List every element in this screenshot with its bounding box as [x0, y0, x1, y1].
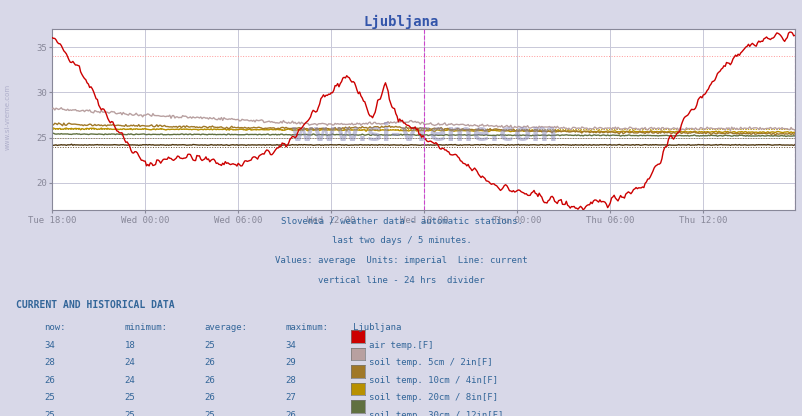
Text: 28: 28 [44, 358, 55, 367]
Text: 34: 34 [44, 341, 55, 350]
Text: 25: 25 [44, 393, 55, 402]
Text: 26: 26 [205, 376, 215, 385]
Text: 26: 26 [285, 411, 295, 416]
Text: 27: 27 [285, 393, 295, 402]
Text: maximum:: maximum: [285, 323, 328, 332]
Text: Ljubljana: Ljubljana [363, 15, 439, 29]
Text: 26: 26 [205, 393, 215, 402]
Text: 28: 28 [285, 376, 295, 385]
Text: 24: 24 [124, 358, 135, 367]
Text: 25: 25 [205, 411, 215, 416]
Text: now:: now: [44, 323, 66, 332]
Text: average:: average: [205, 323, 248, 332]
Text: Ljubljana: Ljubljana [353, 323, 401, 332]
Text: Slovenia / weather data - automatic stations.: Slovenia / weather data - automatic stat… [280, 216, 522, 225]
Text: www.si-vreme.com: www.si-vreme.com [4, 84, 10, 149]
Text: CURRENT AND HISTORICAL DATA: CURRENT AND HISTORICAL DATA [16, 300, 175, 310]
Text: soil temp. 5cm / 2in[F]: soil temp. 5cm / 2in[F] [369, 358, 492, 367]
Text: 25: 25 [124, 393, 135, 402]
Text: air temp.[F]: air temp.[F] [369, 341, 433, 350]
Text: 29: 29 [285, 358, 295, 367]
Text: 18: 18 [124, 341, 135, 350]
Text: soil temp. 30cm / 12in[F]: soil temp. 30cm / 12in[F] [369, 411, 503, 416]
Text: 34: 34 [285, 341, 295, 350]
Text: last two days / 5 minutes.: last two days / 5 minutes. [331, 236, 471, 245]
Text: 25: 25 [44, 411, 55, 416]
Text: 25: 25 [124, 411, 135, 416]
Text: vertical line - 24 hrs  divider: vertical line - 24 hrs divider [318, 276, 484, 285]
Text: minimum:: minimum: [124, 323, 168, 332]
Text: 26: 26 [205, 358, 215, 367]
Text: 25: 25 [205, 341, 215, 350]
Text: 24: 24 [124, 376, 135, 385]
Text: Values: average  Units: imperial  Line: current: Values: average Units: imperial Line: cu… [275, 256, 527, 265]
Text: soil temp. 10cm / 4in[F]: soil temp. 10cm / 4in[F] [369, 376, 498, 385]
Text: soil temp. 20cm / 8in[F]: soil temp. 20cm / 8in[F] [369, 393, 498, 402]
Text: www.si-vreme.com: www.si-vreme.com [290, 122, 557, 146]
Text: 26: 26 [44, 376, 55, 385]
